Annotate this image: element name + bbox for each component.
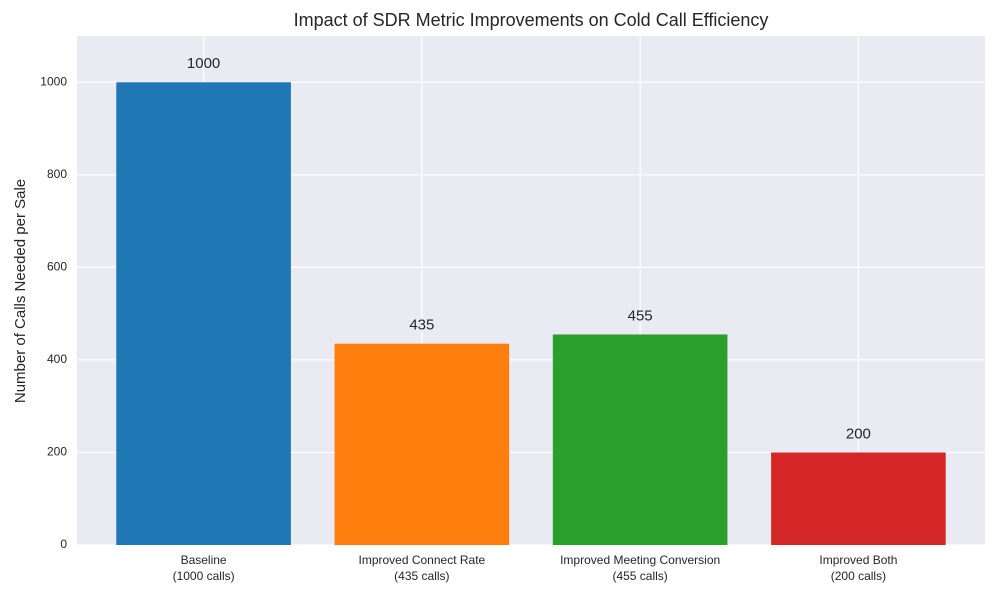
bar xyxy=(334,343,510,545)
bar xyxy=(771,452,946,545)
x-tick-label: Baseline (1000 calls) xyxy=(173,553,235,583)
y-axis-label: Number of Calls Needed per Sale xyxy=(12,179,29,403)
value-label: 435 xyxy=(409,317,434,334)
y-tick-label: 1000 xyxy=(40,74,67,88)
y-tick-label: 600 xyxy=(47,260,67,274)
x-tick-label: Improved Connect Rate (435 calls) xyxy=(358,553,485,583)
value-label: 455 xyxy=(628,307,653,324)
y-tick-label: 200 xyxy=(47,445,67,459)
bar xyxy=(116,82,291,545)
chart-title: Impact of SDR Metric Improvements on Col… xyxy=(294,10,769,30)
y-tick-label: 0 xyxy=(60,537,67,551)
bar xyxy=(552,334,728,545)
value-label: 200 xyxy=(846,425,871,442)
value-label: 1000 xyxy=(187,55,220,72)
x-tick-label: Improved Both (200 calls) xyxy=(819,553,897,583)
x-tick-label: Improved Meeting Conversion (455 calls) xyxy=(560,553,720,583)
y-tick-label: 400 xyxy=(47,352,67,366)
y-tick-label: 800 xyxy=(47,167,67,181)
